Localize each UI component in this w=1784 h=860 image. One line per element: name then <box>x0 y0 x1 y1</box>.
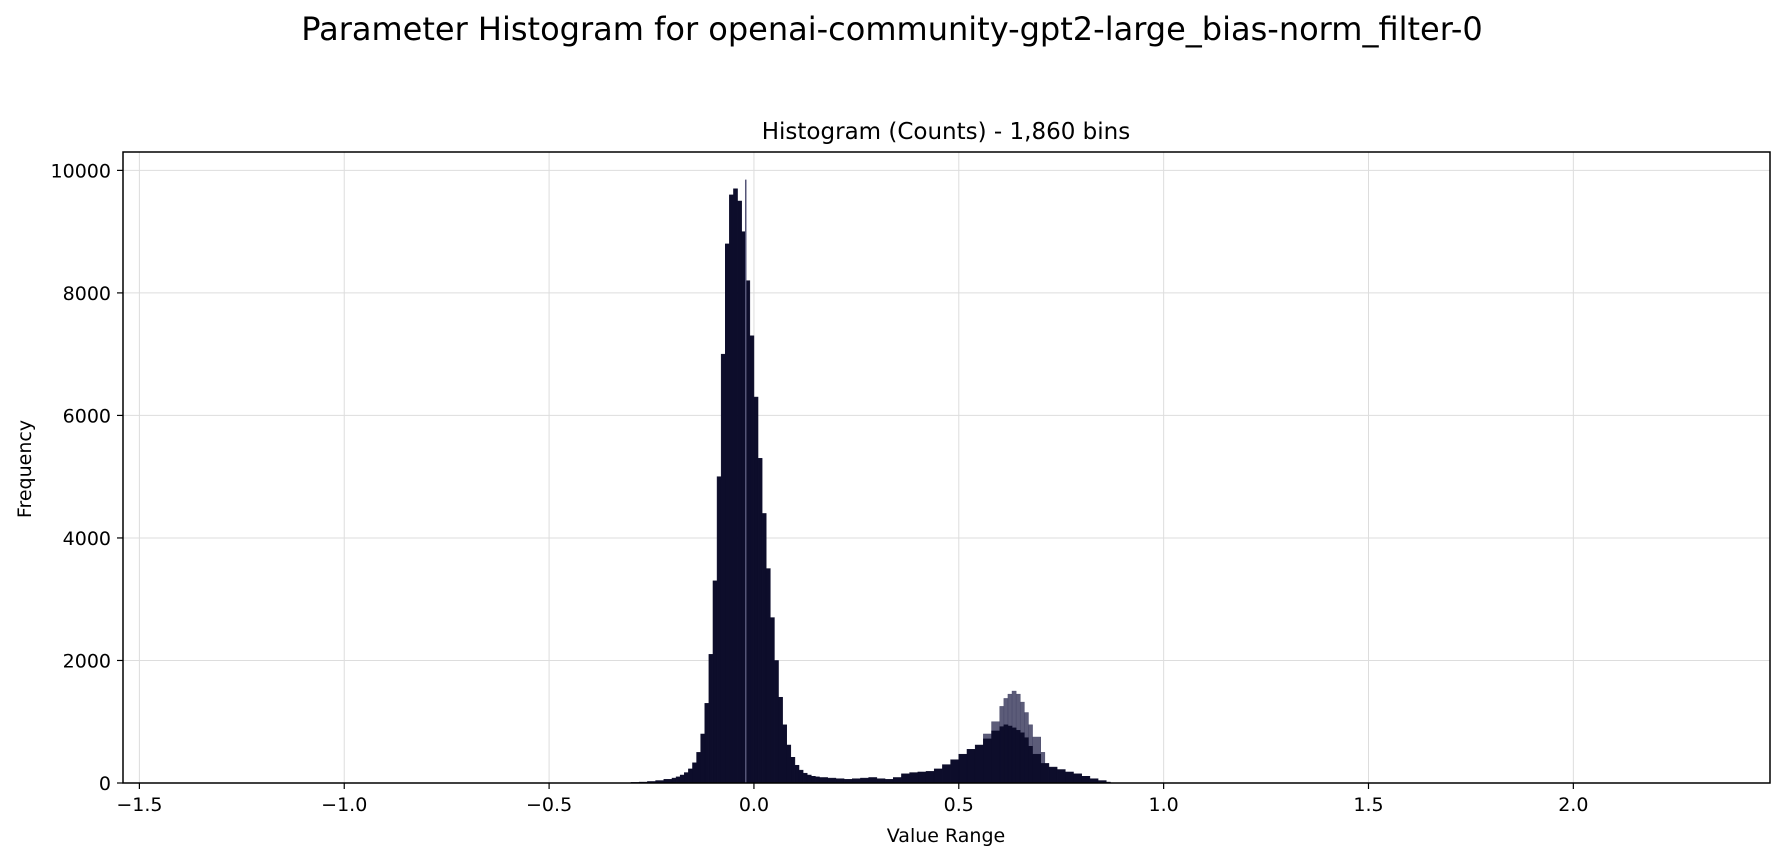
primary-bar <box>778 696 783 784</box>
primary-bar <box>696 752 701 784</box>
primary-bar <box>999 726 1005 784</box>
primary-bar <box>757 458 763 784</box>
primary-bar <box>708 654 714 784</box>
primary-bar <box>1056 769 1066 784</box>
primary-bar <box>679 774 685 784</box>
primary-bar <box>675 776 681 784</box>
y-axis-title: Frequency <box>14 420 36 518</box>
primary-bar <box>794 764 800 784</box>
x-tick-label: 2.0 <box>1558 794 1588 816</box>
primary-bar <box>925 771 935 784</box>
primary-bar <box>688 768 693 784</box>
primary-bar <box>802 772 808 784</box>
x-tick-label: −1.5 <box>116 794 162 816</box>
primary-bar <box>1015 730 1021 784</box>
x-tick-label: 1.5 <box>1353 794 1383 816</box>
primary-bar <box>819 777 828 784</box>
y-tick-label: 6000 <box>63 405 111 427</box>
primary-bar <box>901 773 910 784</box>
primary-bar <box>1028 745 1033 784</box>
primary-bar <box>991 730 1001 784</box>
primary-bar <box>868 777 878 784</box>
primary-bar <box>733 188 738 784</box>
grid-layer <box>123 152 1770 784</box>
primary-bar <box>958 753 968 784</box>
axes-layer: −1.5 −1.0 −0.5 0.0 0.5 1.0 1.5 2.0 0 2000 4000 6000… <box>51 151 1771 816</box>
primary-bar <box>786 744 792 784</box>
primary-bar <box>790 757 796 784</box>
primary-bar <box>720 353 726 784</box>
primary-bar <box>806 774 812 784</box>
primary-bar <box>1011 727 1017 784</box>
primary-bar <box>1032 753 1041 784</box>
y-tick-label: 0 <box>99 773 111 795</box>
primary-bar <box>917 771 927 784</box>
figure-suptitle: Parameter Histogram for openai-community… <box>301 10 1483 48</box>
primary-bar <box>700 733 706 784</box>
primary-bar <box>765 568 771 784</box>
primary-bar <box>712 580 718 784</box>
primary-bar <box>909 772 919 784</box>
primary-bar <box>737 200 742 784</box>
plot-frame <box>122 151 1771 784</box>
primary-bar <box>684 772 689 784</box>
primary-bar <box>1065 771 1074 784</box>
primary-bar <box>892 777 902 784</box>
x-tick-label: −0.5 <box>526 794 572 816</box>
plot-title: Histogram (Counts) - 1,860 bins <box>762 119 1130 145</box>
primary-bar <box>798 769 804 784</box>
primary-bar <box>1081 776 1091 784</box>
primary-bar <box>950 759 960 784</box>
primary-bar <box>761 513 767 784</box>
primary-bar <box>770 617 775 784</box>
x-tick-label: 1.0 <box>1149 794 1179 816</box>
primary-bar <box>983 738 992 784</box>
bars-layer <box>630 179 1111 784</box>
primary-bar <box>753 396 759 784</box>
primary-bar <box>782 724 787 784</box>
primary-bar <box>1024 737 1029 784</box>
primary-bar <box>811 776 816 784</box>
primary-bar <box>704 703 710 784</box>
primary-bar <box>1007 725 1013 784</box>
primary-bar <box>966 749 976 784</box>
primary-bar <box>1003 724 1009 784</box>
primary-bar <box>716 476 722 784</box>
primary-bar <box>815 776 820 784</box>
x-tick-label: 0.5 <box>944 794 974 816</box>
primary-bar <box>1019 732 1025 784</box>
primary-bar <box>692 762 697 784</box>
primary-bar <box>749 335 755 784</box>
y-tick-label: 10000 <box>51 160 111 182</box>
primary-bar <box>729 194 734 784</box>
primary-bar <box>933 768 943 784</box>
primary-bar <box>725 243 730 784</box>
primary-bar <box>774 660 779 784</box>
primary-bar <box>1040 763 1050 784</box>
x-tick-label: −1.0 <box>321 794 367 816</box>
primary-bar <box>1048 766 1058 784</box>
primary-bar <box>974 744 984 784</box>
x-tick-label: 0.0 <box>739 794 769 816</box>
primary-bar <box>1073 773 1082 784</box>
x-axis-title: Value Range <box>887 825 1005 847</box>
y-tick-label: 4000 <box>63 528 111 550</box>
y-tick-label: 8000 <box>63 283 111 305</box>
primary-bar <box>942 764 951 784</box>
y-tick-label: 2000 <box>63 650 111 672</box>
